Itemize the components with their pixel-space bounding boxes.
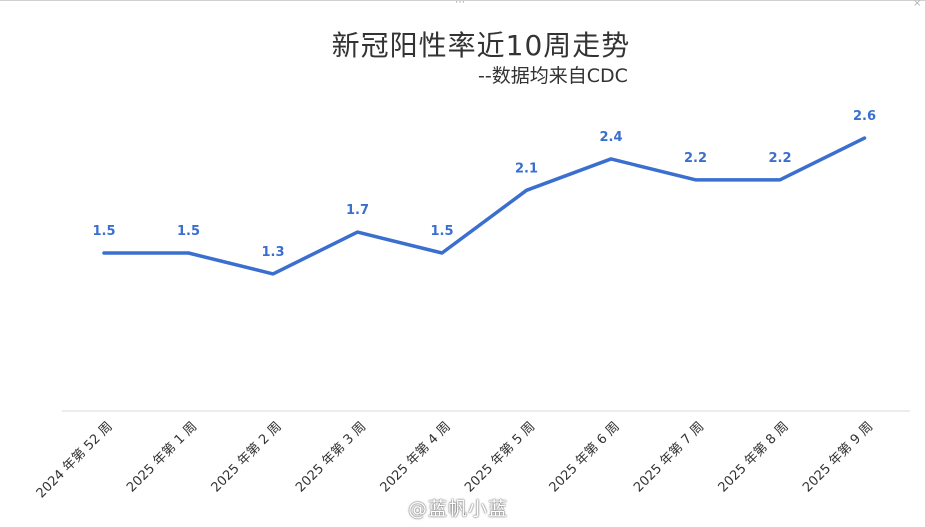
x-tick-label: 2025 年第 5 周	[462, 419, 538, 495]
top-border	[0, 0, 925, 1]
close-icon[interactable]: ×	[913, 0, 922, 9]
x-tick-label: 2025 年第 9 周	[800, 419, 876, 495]
series-line	[102, 136, 867, 276]
x-tick-label: 2025 年第 3 周	[293, 419, 369, 495]
watermark: @蓝帆小蓝	[408, 498, 509, 520]
data-label: 2.2	[768, 151, 791, 166]
x-tick-label: 2024 年第 52 周	[34, 419, 116, 501]
data-label: 2.1	[515, 161, 538, 176]
data-label: 1.3	[261, 245, 284, 260]
value-labels: 1.5 1.5 1.3 1.7 1.5 2.1 2.4 2.2 2.2 2.6	[92, 109, 876, 260]
data-label: 1.5	[177, 224, 200, 239]
chart-title: 新冠阳性率近10周走势	[331, 29, 631, 62]
data-label: 1.7	[346, 203, 369, 218]
chart-subtitle: --数据均来自CDC	[478, 65, 628, 87]
data-label: 2.2	[684, 151, 707, 166]
x-tick-label: 2025 年第 2 周	[209, 419, 285, 495]
x-tick-label: 2025 年第 4 周	[378, 419, 454, 495]
x-tick-label: 2025 年第 7 周	[631, 419, 707, 495]
x-tick-label: 2025 年第 1 周	[124, 419, 200, 495]
data-label: 1.5	[430, 224, 453, 239]
data-label: 2.4	[599, 130, 622, 145]
more-dots-icon[interactable]: ⋯	[455, 0, 465, 8]
x-tick-label: 2025 年第 6 周	[547, 419, 623, 495]
x-tick-label: 2025 年第 8 周	[716, 419, 792, 495]
x-tick-labels: 2024 年第 52 周 2025 年第 1 周 2025 年第 2 周 2025 年…	[34, 419, 877, 501]
drop-lines	[103, 138, 865, 411]
data-label: 2.6	[853, 109, 876, 124]
data-label: 1.5	[92, 224, 115, 239]
